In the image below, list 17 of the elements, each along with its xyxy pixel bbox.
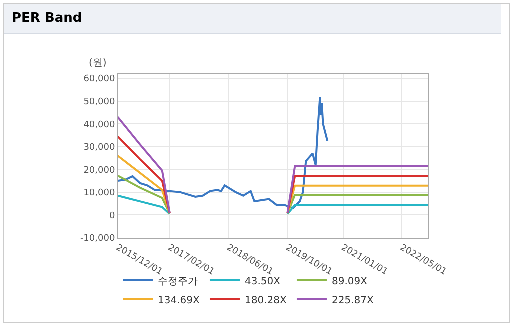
line-series (118, 96, 329, 210)
legend-label: 225.87X (332, 295, 374, 306)
y-tick-label: -10,000 (80, 234, 116, 244)
legend-label: 134.69X (158, 295, 200, 306)
y-tick-label: 10,000 (84, 188, 116, 199)
y-tick-label: 60,000 (84, 74, 116, 85)
chart-title: PER Band (4, 4, 501, 34)
legend-label: 89.09X (332, 276, 368, 288)
y-axis-title: (원) (89, 58, 107, 69)
y-tick-label: 30,000 (84, 143, 116, 154)
y-tick-label: 0 (109, 211, 116, 222)
legend-label: 43.50X (244, 276, 281, 288)
y-tick-label: 50,000 (84, 97, 116, 108)
y-tick-label: 20,000 (84, 166, 116, 176)
y-tick-label: 40,000 (84, 120, 116, 130)
legend-label: 수정주가 (158, 276, 198, 288)
legend-label: 180.28X (244, 295, 287, 306)
